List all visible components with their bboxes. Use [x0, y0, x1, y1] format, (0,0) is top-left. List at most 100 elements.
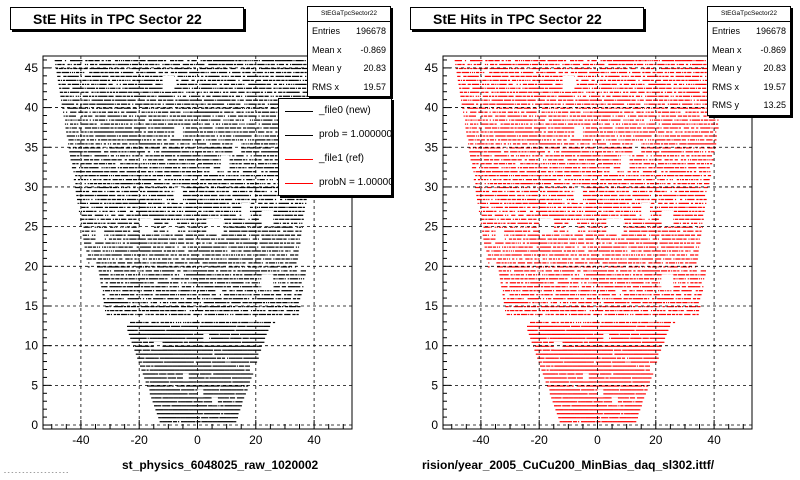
hit-point — [231, 266, 233, 268]
hit-point — [190, 262, 192, 264]
hit-point — [237, 397, 240, 399]
hit-point — [217, 365, 219, 367]
hit-point — [177, 357, 179, 359]
hit-point — [163, 409, 165, 411]
hit-point — [171, 310, 173, 312]
hit-point — [233, 389, 235, 391]
hit-point — [165, 353, 167, 355]
hit-point — [231, 337, 233, 339]
hit-point — [228, 389, 230, 391]
hit-point — [231, 310, 233, 312]
hit-point — [240, 389, 242, 391]
hit-point — [223, 341, 225, 343]
hit-point — [212, 361, 214, 363]
hit-point — [160, 413, 163, 415]
hit-point — [236, 357, 238, 359]
hit-point — [159, 405, 161, 407]
hit-point — [213, 254, 215, 256]
hit-point — [222, 333, 224, 335]
hit-point — [237, 333, 239, 335]
hit-point — [213, 361, 215, 363]
hit-point — [221, 405, 223, 407]
hit-point — [127, 294, 129, 296]
hit-point — [122, 250, 124, 252]
hit-point — [259, 325, 261, 327]
hit-point — [219, 397, 221, 399]
hit-point — [202, 337, 204, 339]
hit-point — [249, 286, 251, 288]
hit-point — [186, 341, 188, 343]
hit-point — [235, 393, 237, 395]
hit-point — [279, 278, 281, 280]
hit-point — [203, 282, 205, 284]
hit-point — [161, 361, 163, 363]
hit-point — [228, 254, 230, 256]
hit-point — [191, 397, 193, 399]
hit-point — [176, 373, 178, 375]
hit-point — [264, 333, 266, 335]
hit-point — [124, 313, 126, 316]
hit-point — [168, 365, 170, 367]
hit-point — [191, 329, 193, 331]
hit-point — [136, 250, 138, 252]
hit-point — [194, 258, 196, 260]
hit-point — [121, 282, 123, 284]
hit-point — [237, 357, 239, 359]
hit-point — [148, 278, 151, 280]
hit-point — [247, 369, 249, 371]
hit-point — [168, 333, 170, 335]
hit-point — [149, 393, 151, 395]
hit-point — [167, 290, 169, 292]
hit-point — [254, 313, 256, 316]
hit-point — [200, 341, 202, 343]
hit-point — [221, 409, 223, 411]
hit-point — [139, 286, 141, 288]
hit-point — [258, 313, 260, 316]
hit-point — [201, 345, 203, 347]
hit-point — [257, 298, 259, 300]
hit-point — [245, 345, 247, 347]
hit-point — [283, 254, 285, 256]
hit-point — [241, 329, 243, 331]
hit-point — [189, 262, 191, 264]
hit-point — [166, 409, 168, 411]
hit-point — [245, 282, 247, 284]
hit-point — [149, 278, 152, 280]
hit-point — [237, 282, 239, 284]
hit-point — [183, 365, 186, 367]
hit-point — [184, 333, 187, 335]
hit-point — [168, 397, 170, 399]
hit-point — [139, 250, 141, 252]
hit-point — [219, 286, 221, 288]
hit-point — [297, 306, 299, 308]
hit-point — [245, 381, 247, 383]
hit-point — [297, 298, 299, 300]
hit-point — [256, 286, 258, 288]
hit-point — [272, 298, 274, 300]
hit-point — [226, 385, 228, 387]
hit-point — [176, 349, 178, 351]
hit-point — [290, 270, 292, 272]
hit-point — [205, 325, 207, 327]
hit-point — [242, 333, 244, 335]
hit-point — [167, 405, 169, 407]
hit-point — [109, 282, 111, 284]
hit-point — [172, 385, 174, 387]
hit-point — [95, 254, 97, 256]
hit-point — [271, 266, 273, 268]
hit-point — [141, 321, 143, 324]
hit-point — [241, 353, 244, 355]
hit-point — [159, 282, 161, 284]
hit-point — [225, 329, 227, 331]
hit-point — [187, 321, 189, 324]
hit-point — [212, 302, 215, 304]
hit-point — [263, 325, 265, 327]
hit-point — [166, 365, 168, 367]
hit-point — [198, 397, 200, 399]
hit-point — [193, 313, 195, 316]
hit-point — [221, 413, 223, 415]
hit-point — [198, 353, 200, 355]
hit-point — [176, 282, 178, 284]
hit-point — [170, 349, 172, 351]
hit-point — [160, 274, 162, 276]
